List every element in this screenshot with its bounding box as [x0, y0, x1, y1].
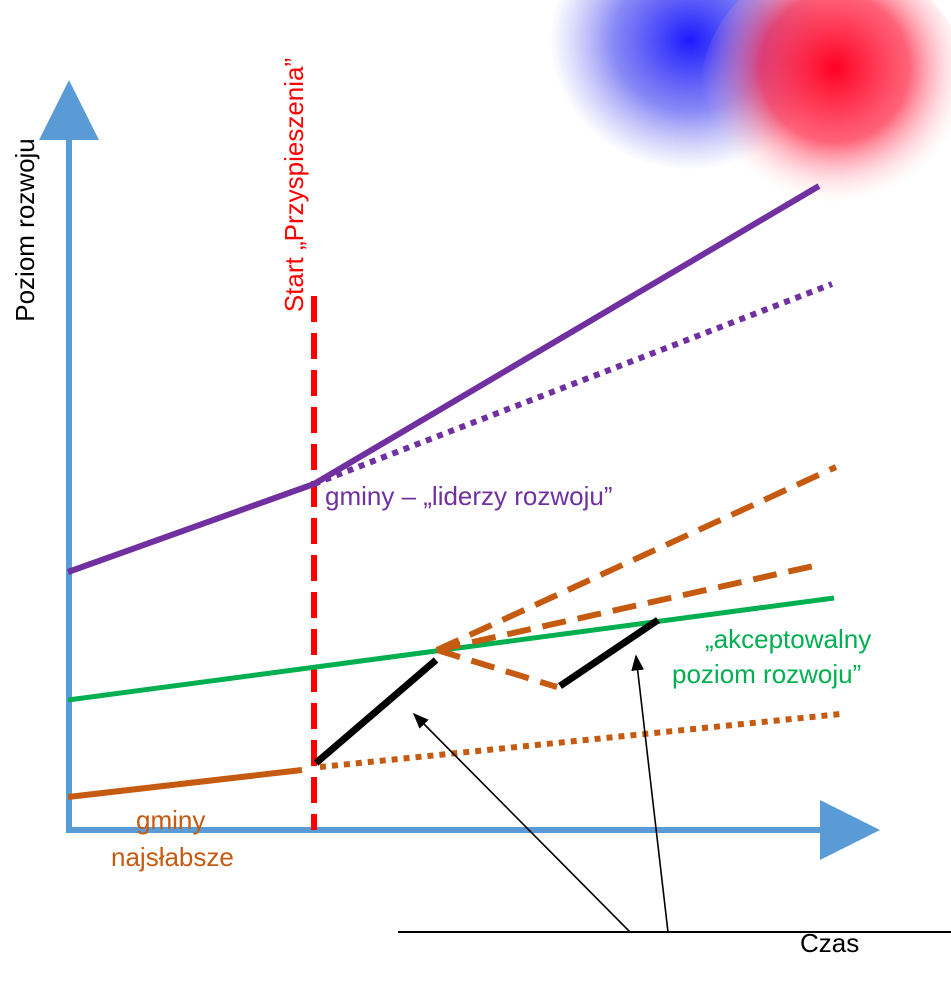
pointer-arrow-2	[631, 654, 669, 933]
leaders-line-before	[66, 481, 316, 575]
y-axis-label: Poziom rozwoju	[10, 138, 40, 322]
weakest-line-before	[67, 767, 303, 800]
weakest-label-line1: gminy	[136, 805, 205, 835]
leaders-line-accelerated	[312, 183, 821, 487]
acceleration-start-label: Start „Przyspieszenia”	[279, 58, 309, 312]
weakest-scenario-dip	[436, 647, 558, 690]
catch-up-segment-1	[313, 657, 439, 766]
catch-up-segment-2	[558, 617, 660, 689]
leaders-line-baseline	[312, 281, 834, 487]
weakest-line-baseline	[319, 711, 842, 770]
decorative-blob	[550, 0, 951, 230]
weakest-label-line2: najsłabsze	[111, 842, 234, 872]
leaders-label: gminy – „liderzy rozwoju”	[325, 481, 613, 511]
weakest-scenario-mid	[436, 562, 819, 653]
acceptable-level-label-line2: poziom rozwoju”	[672, 659, 861, 689]
weakest-scenario-high	[435, 464, 838, 653]
acceptable-level-label-line1: „akceptowalny	[705, 624, 871, 654]
pointer-arrow-1	[412, 712, 631, 933]
